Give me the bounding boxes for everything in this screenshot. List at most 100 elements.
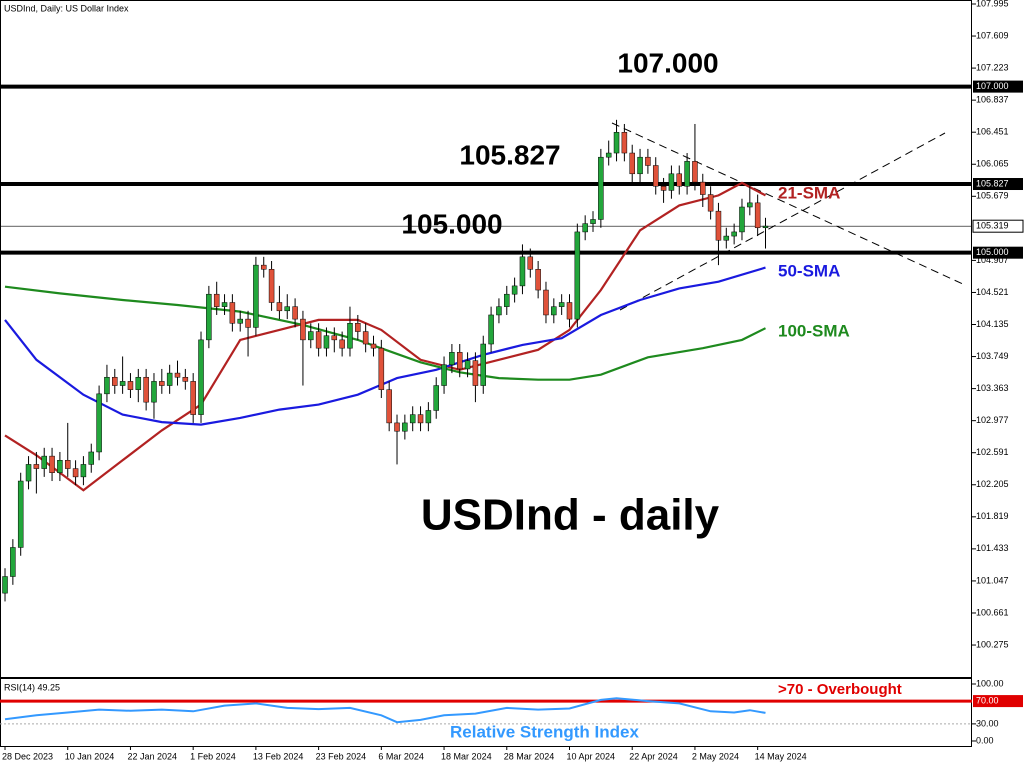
level-annotation: 105.827 [459, 139, 560, 170]
y-tick-label: 103.749 [976, 351, 1009, 361]
candle-body [119, 381, 126, 386]
candle-body [315, 331, 322, 349]
candle-body [707, 194, 714, 212]
level-box [973, 246, 1023, 259]
candle-body [378, 347, 385, 390]
rsi-panel-border [0, 678, 972, 747]
candle-body [668, 173, 675, 191]
candle-body [386, 389, 392, 424]
x-tick-label: 10 Apr 2024 [566, 751, 615, 761]
candle-body [339, 339, 345, 349]
x-tick-label: 10 Jan 2024 [65, 751, 115, 761]
candle-body [300, 318, 306, 341]
candle-body [402, 422, 408, 432]
candle-body [347, 323, 353, 349]
candle-body [566, 302, 573, 320]
candle-body [543, 289, 549, 316]
y-tick-label: 104.907 [976, 255, 1009, 265]
x-tick-label: 6 Mar 2024 [378, 751, 424, 761]
candle-body [511, 285, 518, 295]
candle-body [496, 306, 502, 316]
y-tick-label: 102.977 [976, 415, 1009, 425]
x-tick-label: 1 Feb 2024 [190, 751, 236, 761]
x-tick-label: 28 Mar 2024 [504, 751, 555, 761]
level-annotation: 105.000 [401, 208, 502, 239]
y-tick-label: 101.047 [976, 575, 1009, 585]
candle-body [480, 343, 487, 386]
candle-body [64, 460, 71, 469]
candle-body [166, 372, 173, 386]
rsi-title: RSI(14) 49.25 [4, 682, 60, 692]
candle-body [284, 306, 291, 312]
candle-body [17, 480, 24, 548]
level-axis-label: 105.000 [976, 247, 1009, 257]
candle-body [456, 352, 463, 370]
candle-body [221, 302, 228, 307]
candle-body [574, 231, 581, 320]
candle-body [527, 256, 534, 270]
candle-body [629, 152, 635, 175]
candle-body [590, 219, 596, 224]
level-box [973, 80, 1023, 93]
rsi-line [4, 697, 766, 724]
y-tick-label: 105.679 [976, 191, 1009, 201]
candle-body [213, 293, 220, 307]
y-tick-label: 102.205 [976, 479, 1009, 489]
x-tick-label: 23 Feb 2024 [316, 751, 367, 761]
candle-body [174, 372, 181, 378]
candle-body [519, 256, 526, 287]
y-tick-label: 106.065 [976, 159, 1009, 169]
candle-body [135, 376, 142, 390]
candle-body [676, 173, 683, 187]
candle-body [182, 376, 189, 382]
y-tick-label: 107.609 [976, 30, 1009, 40]
rsi-level-box [973, 695, 1023, 708]
candle-body [598, 156, 604, 220]
candle-body [488, 314, 494, 345]
candle-body [370, 343, 377, 349]
rsi-level-label: 70.00 [976, 695, 999, 705]
candle-body [449, 352, 455, 366]
candle-body [621, 132, 628, 154]
candle-body [33, 464, 40, 469]
x-tick-label: 14 May 2024 [755, 751, 807, 761]
candle-body [692, 161, 698, 183]
candle-body [206, 293, 212, 341]
candle-body [441, 364, 447, 386]
candle-body [237, 318, 243, 324]
y-tick-label: 100.661 [976, 607, 1009, 617]
level-annotation: 107.000 [617, 47, 718, 78]
candle-body [684, 161, 690, 187]
y-tick-label: 107.223 [976, 62, 1009, 72]
candle-body [723, 235, 730, 241]
candle-body [308, 331, 314, 341]
sma-label: 50-SMA [778, 261, 840, 280]
candle-body [253, 264, 259, 328]
y-tick-label: 101.819 [976, 511, 1009, 521]
candle-body [127, 381, 134, 390]
candle-body [260, 264, 267, 270]
candle-body [49, 455, 55, 473]
candle-body [96, 393, 102, 453]
chart-annotation: USDInd - daily [421, 491, 720, 540]
candle-body [464, 360, 471, 370]
candle-body [245, 318, 251, 328]
candle-body [276, 302, 283, 312]
candle-body [558, 302, 565, 307]
candle-body [159, 381, 165, 386]
sma-label: 100-SMA [778, 321, 850, 340]
y-tick-label: 107.995 [976, 0, 1009, 8]
candle-body [323, 335, 330, 349]
sma-label: 21-SMA [778, 183, 840, 202]
candle-body [417, 414, 424, 424]
candle-body [613, 132, 620, 154]
candle-body [637, 156, 643, 175]
candle-body [582, 223, 588, 233]
candle-body [425, 410, 432, 424]
candle-body [88, 451, 95, 465]
x-tick-label: 22 Apr 2024 [629, 751, 678, 761]
candle-body [25, 464, 32, 482]
x-tick-label: 28 Dec 2023 [2, 751, 53, 761]
x-tick-label: 13 Feb 2024 [253, 751, 304, 761]
